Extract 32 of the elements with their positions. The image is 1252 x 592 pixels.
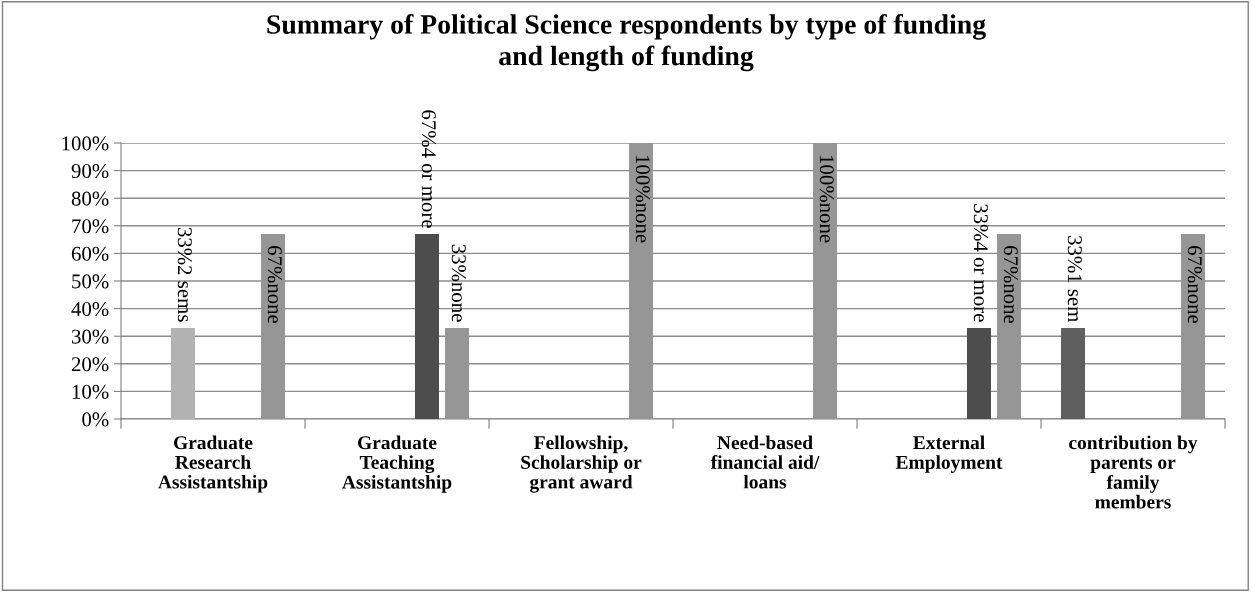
y-tick-label: 30% xyxy=(72,329,109,344)
x-tick-label: Fellowship, Scholarship or grant award xyxy=(521,435,642,493)
data-label: 67%none xyxy=(1003,246,1018,324)
data-label: 33%4 or more xyxy=(973,204,988,322)
x-tick-label: External Employment xyxy=(895,435,1003,473)
y-tick-label: 100% xyxy=(62,136,109,151)
y-tick-label: 0% xyxy=(82,412,109,427)
y-tick-label: 50% xyxy=(72,274,109,289)
x-tick-label: Graduate Research Assistantship xyxy=(158,435,268,493)
y-tick-label: 60% xyxy=(71,246,109,261)
bar xyxy=(1061,327,1085,419)
y-tick-label: 70% xyxy=(72,219,109,234)
y-tick-label: 40% xyxy=(71,301,109,317)
data-label: 67%none xyxy=(1187,246,1202,324)
data-label: 33%none xyxy=(451,244,466,322)
data-label: 100%none xyxy=(635,155,650,243)
data-label: 67%none xyxy=(267,246,282,324)
bar xyxy=(171,327,195,419)
x-tick-label: Graduate Teaching Assistantship xyxy=(342,435,452,493)
y-tick-label: 20% xyxy=(71,357,109,372)
y-tick-label: 90% xyxy=(71,163,109,179)
bar xyxy=(967,327,991,419)
x-tick-label: Need-based financial aid/ loans xyxy=(710,435,820,489)
data-label: 33%1 sem xyxy=(1067,236,1082,323)
chart-title: Summary of Political Science respondents by type of funding and length of funding xyxy=(267,14,986,72)
data-label: 100%none xyxy=(819,155,834,243)
y-tick-label: 80% xyxy=(71,191,109,206)
data-label: 67%4 or more xyxy=(421,110,436,228)
bar xyxy=(415,234,439,419)
y-tick-label: 10% xyxy=(72,384,109,399)
x-tick-label: contribution by parents or family members xyxy=(1069,435,1198,509)
data-label: 33%2 sems xyxy=(177,227,192,322)
